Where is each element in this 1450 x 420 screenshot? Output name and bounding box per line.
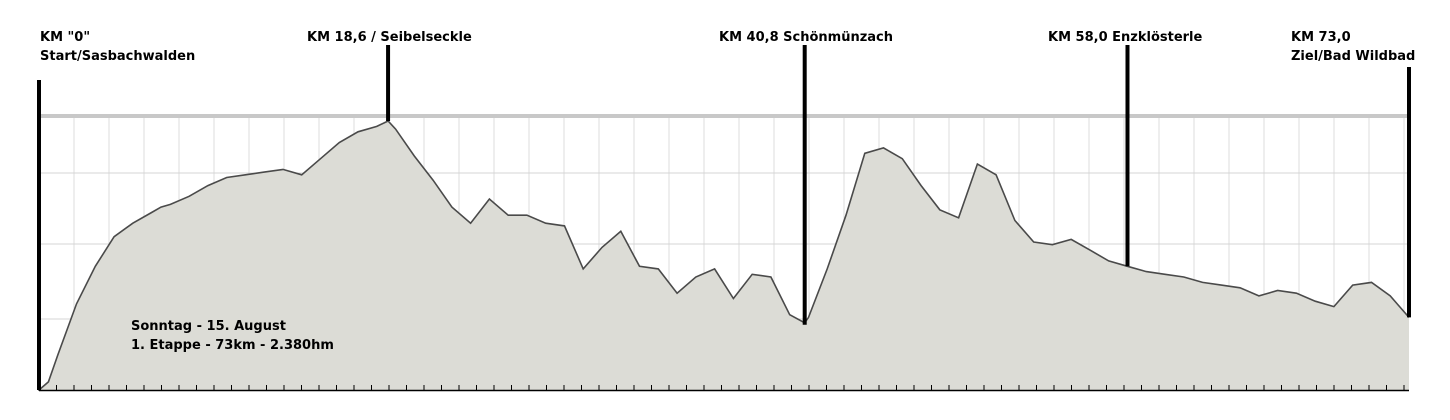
marker-label: KM 40,8 Schönmünzach (719, 30, 893, 45)
marker-label: KM 18,6 / Seibelseckle (307, 30, 472, 45)
marker-0: KM "0" Start/Sasbachwalden (37, 30, 195, 390)
marker-label: KM 58,0 Enzklösterle (1048, 30, 1203, 45)
marker-4: KM 73,0 Ziel/Bad Wildbad (1291, 30, 1415, 318)
stage-info: Sonntag - 15. August 1. Etappe - 73km - … (131, 319, 334, 353)
waypoint-markers: KM "0" Start/Sasbachwalden KM 18,6 / Seibe… (37, 30, 1415, 390)
x-axis (38, 385, 1409, 392)
marker-label: Ziel/Bad Wildbad (1291, 49, 1415, 64)
marker-2: KM 40,8 Schönmünzach (719, 30, 893, 325)
elevation-area (39, 121, 1409, 390)
elevation-line (38, 120, 1410, 391)
stage-info-line-2: 1. Etappe - 73km - 2.380hm (131, 338, 334, 353)
marker-label: KM 73,0 (1291, 30, 1351, 45)
marker-label: Start/Sasbachwalden (40, 49, 195, 64)
marker-label: KM "0" (40, 30, 90, 45)
marker-1: KM 18,6 / Seibelseckle (307, 30, 472, 121)
marker-3: KM 58,0 Enzklösterle (1048, 30, 1203, 267)
stage-info-line-1: Sonntag - 15. August (131, 319, 286, 334)
